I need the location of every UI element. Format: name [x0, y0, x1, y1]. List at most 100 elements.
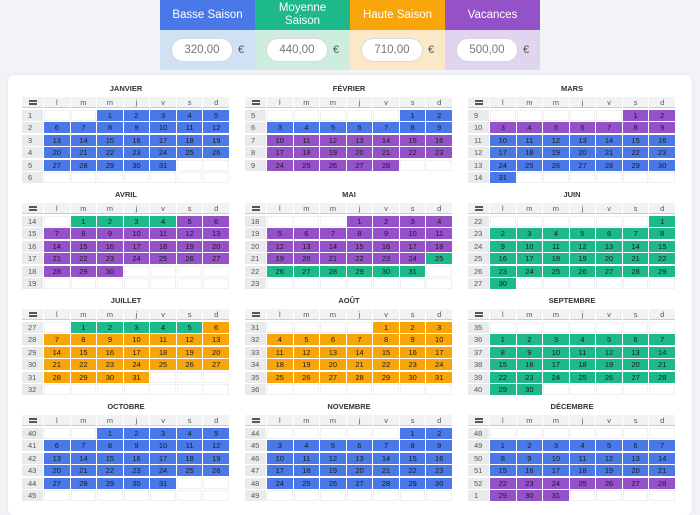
day-cell[interactable]: 14 [373, 452, 399, 464]
day-cell[interactable]: 18 [516, 147, 543, 158]
day-cell[interactable]: 8 [490, 346, 516, 358]
day-cell[interactable]: 6 [346, 122, 373, 133]
day-cell[interactable]: 4 [293, 122, 320, 133]
day-cell[interactable]: 19 [543, 147, 569, 158]
day-cell[interactable]: 6 [44, 440, 70, 451]
day-cell[interactable]: 12 [596, 452, 622, 464]
day-cell[interactable]: 25 [150, 359, 176, 370]
day-cell[interactable]: 17 [150, 452, 176, 464]
day-cell[interactable]: 3 [399, 215, 426, 227]
day-cell[interactable]: 7 [649, 334, 675, 345]
day-cell[interactable]: 14 [346, 346, 373, 358]
day-cell[interactable]: 5 [293, 334, 320, 345]
day-cell[interactable]: 8 [70, 228, 97, 239]
day-cell[interactable]: 22 [346, 253, 373, 264]
day-cell[interactable]: 29 [346, 265, 373, 277]
day-cell[interactable]: 16 [97, 240, 123, 252]
day-cell[interactable]: 27 [320, 371, 346, 383]
day-cell[interactable]: 27 [346, 477, 373, 489]
day-cell[interactable]: 23 [399, 359, 426, 370]
day-cell[interactable]: 19 [293, 359, 320, 370]
day-cell[interactable]: 25 [516, 159, 543, 171]
day-cell[interactable]: 3 [267, 440, 293, 451]
day-cell[interactable]: 5 [176, 321, 203, 333]
day-cell[interactable]: 24 [516, 265, 543, 277]
day-cell[interactable]: 30 [649, 159, 675, 171]
day-cell[interactable]: 7 [44, 228, 70, 239]
day-cell[interactable]: 2 [123, 427, 150, 439]
day-cell[interactable]: 5 [320, 122, 346, 133]
day-cell[interactable]: 27 [622, 371, 649, 383]
day-cell[interactable]: 26 [596, 371, 622, 383]
day-cell[interactable]: 12 [293, 346, 320, 358]
day-cell[interactable]: 14 [320, 240, 346, 252]
day-cell[interactable]: 25 [569, 371, 596, 383]
day-cell[interactable]: 9 [123, 122, 150, 133]
day-cell[interactable]: 11 [176, 122, 203, 133]
day-cell[interactable]: 22 [622, 147, 649, 158]
day-cell[interactable]: 21 [320, 253, 346, 264]
day-cell[interactable]: 18 [150, 240, 176, 252]
day-cell[interactable]: 6 [622, 334, 649, 345]
day-cell[interactable]: 8 [346, 228, 373, 239]
day-cell[interactable]: 26 [203, 465, 229, 476]
day-cell[interactable]: 15 [490, 359, 516, 370]
day-cell[interactable]: 12 [320, 134, 346, 146]
day-cell[interactable]: 12 [569, 240, 596, 252]
day-cell[interactable]: 24 [490, 159, 516, 171]
day-cell[interactable]: 24 [399, 253, 426, 264]
day-cell[interactable]: 1 [373, 321, 399, 333]
day-cell[interactable]: 21 [649, 359, 675, 370]
price-input[interactable]: 440,00 [265, 38, 328, 62]
day-cell[interactable]: 4 [267, 334, 293, 345]
day-cell[interactable]: 2 [123, 109, 150, 121]
day-cell[interactable]: 3 [123, 215, 150, 227]
day-cell[interactable]: 5 [596, 334, 622, 345]
day-cell[interactable]: 11 [150, 334, 176, 345]
day-cell[interactable]: 27 [293, 265, 320, 277]
day-cell[interactable]: 29 [399, 477, 426, 489]
day-cell[interactable]: 21 [346, 359, 373, 370]
day-cell[interactable]: 4 [176, 109, 203, 121]
day-cell[interactable]: 10 [543, 452, 569, 464]
day-cell[interactable]: 20 [44, 147, 70, 158]
day-cell[interactable]: 5 [203, 427, 229, 439]
day-cell[interactable]: 20 [346, 147, 373, 158]
day-cell[interactable]: 17 [399, 240, 426, 252]
day-cell[interactable]: 16 [516, 465, 543, 476]
day-cell[interactable]: 10 [150, 440, 176, 451]
day-cell[interactable]: 18 [426, 240, 452, 252]
day-cell[interactable]: 23 [123, 465, 150, 476]
day-cell[interactable]: 19 [267, 253, 293, 264]
day-cell[interactable]: 7 [596, 122, 622, 133]
day-cell[interactable]: 28 [649, 477, 675, 489]
day-cell[interactable]: 10 [267, 452, 293, 464]
day-cell[interactable]: 13 [346, 452, 373, 464]
day-cell[interactable]: 7 [649, 440, 675, 451]
day-cell[interactable]: 15 [70, 240, 97, 252]
day-cell[interactable]: 18 [293, 465, 320, 476]
day-cell[interactable]: 6 [346, 440, 373, 451]
day-cell[interactable]: 2 [97, 321, 123, 333]
day-cell[interactable]: 12 [203, 122, 229, 133]
day-cell[interactable]: 21 [373, 465, 399, 476]
day-cell[interactable]: 23 [516, 477, 543, 489]
day-cell[interactable]: 15 [373, 346, 399, 358]
day-cell[interactable]: 22 [649, 253, 675, 264]
day-cell[interactable]: 17 [426, 346, 452, 358]
day-cell[interactable]: 16 [649, 134, 675, 146]
price-input[interactable]: 500,00 [455, 38, 518, 62]
day-cell[interactable]: 9 [426, 122, 452, 133]
day-cell[interactable]: 10 [267, 134, 293, 146]
day-cell[interactable]: 7 [70, 440, 97, 451]
day-cell[interactable]: 16 [490, 253, 516, 264]
day-cell[interactable]: 25 [150, 253, 176, 264]
day-cell[interactable]: 15 [346, 240, 373, 252]
day-cell[interactable]: 29 [373, 371, 399, 383]
day-cell[interactable]: 12 [596, 346, 622, 358]
day-cell[interactable]: 10 [516, 240, 543, 252]
day-cell[interactable]: 26 [267, 265, 293, 277]
day-cell[interactable]: 24 [123, 359, 150, 370]
day-cell[interactable]: 15 [490, 465, 516, 476]
day-cell[interactable]: 29 [649, 265, 675, 277]
